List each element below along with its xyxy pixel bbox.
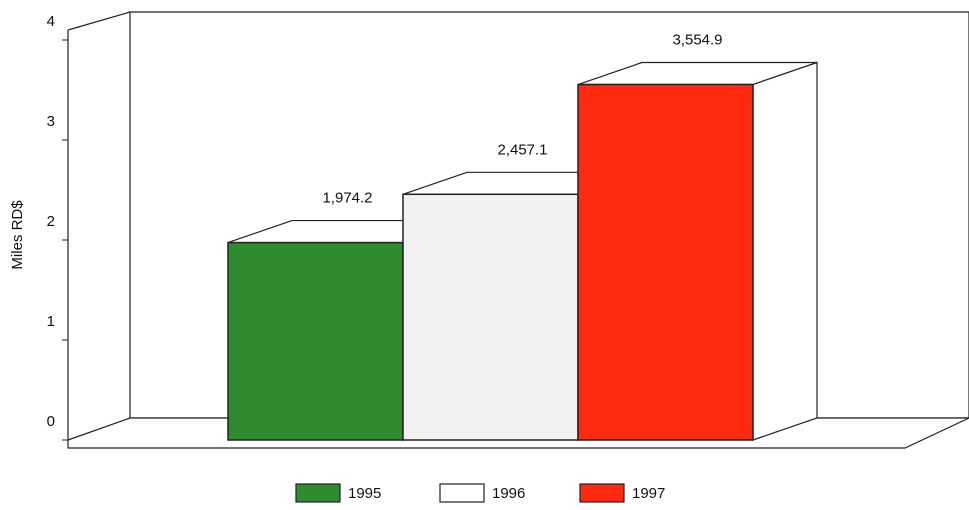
legend-swatch <box>579 483 625 503</box>
y-axis-label: Miles RD$ <box>9 200 26 270</box>
y-tick-label: 1 <box>47 313 55 330</box>
y-tick-label: 2 <box>47 213 55 230</box>
legend-swatch <box>439 483 485 503</box>
legend-label: 1996 <box>492 485 525 502</box>
legend-label: 1997 <box>632 485 665 502</box>
y-tick-label: 3 <box>47 113 55 130</box>
value-label: 3,554.9 <box>672 31 722 48</box>
value-label: 1,974.2 <box>322 190 372 207</box>
legend-label: 1995 <box>348 485 381 502</box>
bar <box>227 241 404 441</box>
bar <box>577 83 754 441</box>
side-wall-edge <box>67 11 131 31</box>
bar <box>402 193 579 441</box>
value-label: 2,457.1 <box>497 141 547 158</box>
bar-side <box>752 61 818 441</box>
y-tick-label: 4 <box>47 13 55 30</box>
y-tick-label: 0 <box>47 413 55 430</box>
legend-swatch <box>295 483 341 503</box>
